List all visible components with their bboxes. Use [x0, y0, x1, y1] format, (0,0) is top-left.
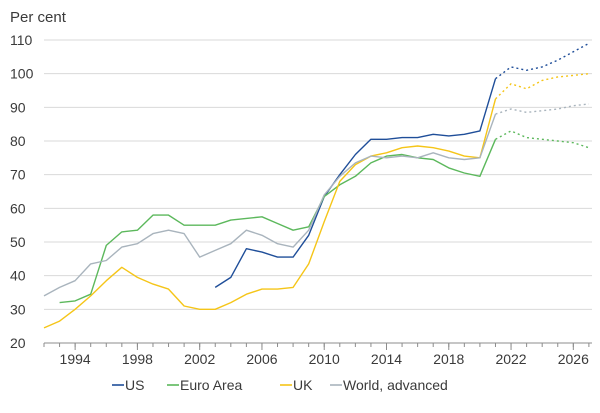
- legend-label-us: US: [125, 377, 144, 393]
- series-forecast-uk: [495, 73, 589, 100]
- x-tick-label: 1998: [122, 351, 153, 367]
- grid: [44, 39, 592, 344]
- legend: US Euro Area UK World, advanced: [112, 377, 448, 393]
- series-line-world-advanced: [43, 113, 497, 297]
- y-axis-label: Per cent: [10, 9, 67, 26]
- y-tick-label: 80: [10, 133, 26, 149]
- x-tick-label: 2010: [309, 351, 340, 367]
- x-tick-label: 2002: [184, 351, 215, 367]
- y-tick-label: 20: [10, 335, 26, 351]
- series-line-uk: [43, 98, 497, 329]
- y-tick-label: 60: [10, 200, 26, 216]
- x-tick-label: 2006: [246, 351, 277, 367]
- x-tick-label: 1994: [60, 351, 91, 367]
- series-forecast-world-advanced: [495, 103, 589, 115]
- x-tick-label: 2014: [371, 351, 402, 367]
- legend-label-world-advanced: World, advanced: [343, 377, 448, 393]
- y-tick-label: 30: [10, 301, 26, 317]
- series: [43, 42, 590, 329]
- x-tick-label: 2022: [495, 351, 526, 367]
- series-line-euro-area: [59, 139, 497, 304]
- series-forecast-euro-area: [495, 130, 590, 149]
- y-tick-label: 90: [10, 99, 26, 115]
- y-tick-label: 70: [10, 167, 26, 183]
- y-tick-label: 100: [10, 66, 34, 82]
- legend-label-uk: UK: [293, 377, 313, 393]
- y-tick-label: 50: [10, 234, 26, 250]
- series-forecast-us: [495, 42, 590, 80]
- y-tick-label: 40: [10, 268, 26, 284]
- legend-label-euro-area: Euro Area: [180, 377, 242, 393]
- series-line-us: [214, 78, 497, 288]
- y-tick-label: 110: [10, 32, 33, 48]
- x-tick-label: 2026: [558, 351, 589, 367]
- x-tick-label: 2018: [433, 351, 464, 367]
- axes: Per cent 20 30 40 50 60 70 80 90 100 110 1994 1998 2…: [10, 9, 592, 367]
